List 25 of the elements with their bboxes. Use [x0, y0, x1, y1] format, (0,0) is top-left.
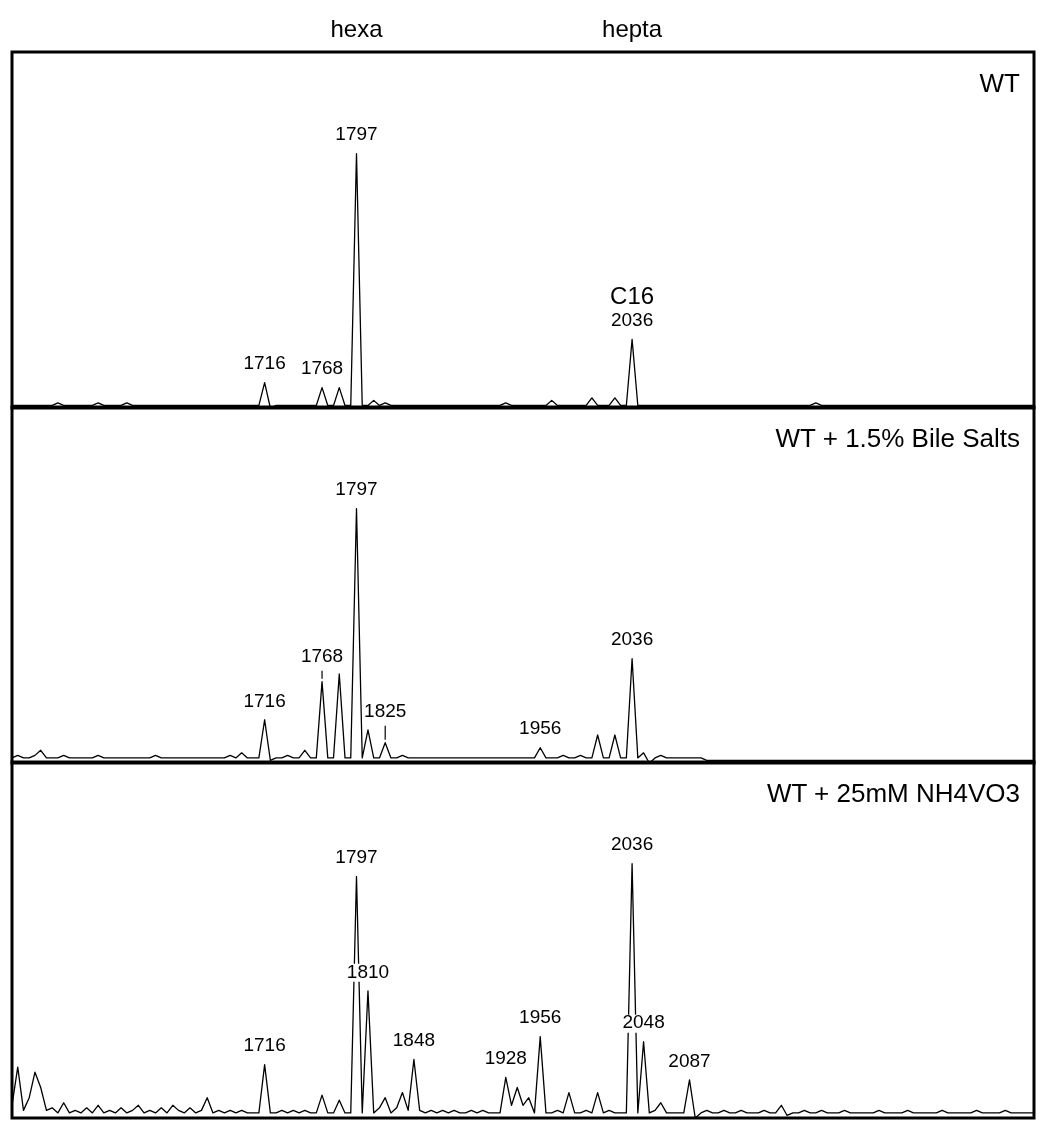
annotation: 2036 — [610, 628, 654, 650]
annotation: 1716 — [243, 1034, 286, 1056]
annotation: 1716 — [243, 689, 286, 711]
annotation: 1810 — [346, 960, 390, 982]
annotation: 1956 — [519, 1006, 562, 1028]
annotation: 1825 — [364, 700, 407, 722]
chart-title: WT + 25mM NH4VO3 — [766, 778, 1020, 809]
annotation: 2048 — [622, 1011, 665, 1033]
text: hexa — [330, 14, 384, 42]
annotation: 1797 — [335, 478, 378, 500]
annotation: 1797 — [335, 123, 378, 145]
annotation: 2036 — [610, 309, 654, 331]
annotation: 1956 — [519, 717, 562, 739]
chart-title: WT — [979, 68, 1021, 99]
annotation: 1768 — [300, 357, 344, 379]
annotation: 2087 — [668, 1049, 711, 1071]
annotation: 1928 — [484, 1047, 527, 1069]
annotation: 1797 — [335, 846, 378, 868]
annotation: 1716 — [243, 352, 286, 374]
annotation: 1768 — [300, 645, 344, 667]
annotation: 1848 — [392, 1029, 436, 1051]
annotation: C16 — [610, 281, 655, 309]
chart-title: WT + 1.5% Bile Salts — [775, 423, 1020, 454]
text: hepta — [602, 14, 663, 42]
annotation: 2036 — [610, 833, 654, 855]
